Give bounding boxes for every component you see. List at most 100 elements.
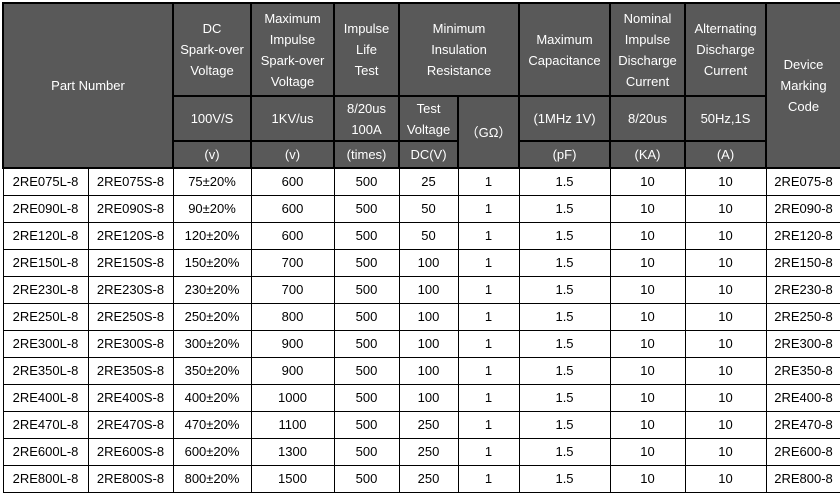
dc-sparkover-voltage-cell: 400±20% [172, 383, 252, 412]
nominal-impulse-discharge-cell: 10 [609, 437, 686, 466]
test-voltage-cell: 25 [398, 167, 459, 196]
table-row: 2RE470L-8 2RE470S-8 470±20% 1100 500 250 1 1.5 1… [2, 410, 840, 439]
dc-sparkover-voltage-cell: 350±20% [172, 356, 252, 385]
device-marking-code-cell: 2RE075-8 [765, 167, 840, 196]
part-number-l-cell: 2RE470L-8 [2, 410, 89, 439]
header-impulse-life-title: Impulse Life Test [333, 2, 401, 97]
max-impulse-sparkover-voltage-cell: 1300 [250, 437, 335, 466]
table-row: 2RE120L-8 2RE120S-8 120±20% 600 500 50 1 1.5 10 1… [2, 221, 840, 250]
insulation-resistance-cell: 1 [457, 167, 520, 196]
nominal-impulse-discharge-cell: 10 [609, 275, 686, 304]
part-number-l-cell: 2RE120L-8 [2, 221, 89, 250]
header-dc-sparkover-unit: (v) [172, 140, 253, 169]
dc-sparkover-voltage-cell: 150±20% [172, 248, 252, 277]
impulse-life-test-cell: 500 [333, 167, 400, 196]
test-voltage-cell: 100 [398, 329, 459, 358]
part-number-l-cell: 2RE350L-8 [2, 356, 89, 385]
header-resistance-unit: （GΩ） [457, 95, 521, 169]
part-number-s-cell: 2RE075S-8 [87, 167, 174, 196]
part-number-s-cell: 2RE470S-8 [87, 410, 174, 439]
header-dc-sparkover-title: DC Spark-over Voltage [172, 2, 253, 97]
header-alternating-discharge-title: Alternating Discharge Current [684, 2, 768, 97]
insulation-resistance-cell: 1 [457, 383, 520, 412]
device-marking-code-cell: 2RE470-8 [765, 410, 840, 439]
table-row: 2RE250L-8 2RE250S-8 250±20% 800 500 100 1 1.5 10… [2, 302, 840, 331]
test-voltage-cell: 50 [398, 194, 459, 223]
header-max-impulse-sparkover-unit: (v) [250, 140, 336, 169]
insulation-resistance-cell: 1 [457, 410, 520, 439]
alternating-discharge-cell: 10 [684, 167, 767, 196]
insulation-resistance-cell: 1 [457, 248, 520, 277]
table-row: 2RE350L-8 2RE350S-8 350±20% 900 500 100 1 1.5 10… [2, 356, 840, 385]
nominal-impulse-discharge-cell: 10 [609, 464, 686, 493]
max-impulse-sparkover-voltage-cell: 700 [250, 248, 335, 277]
alternating-discharge-cell: 10 [684, 464, 767, 493]
header-impulse-life-unit: (times) [333, 140, 401, 169]
table-row: 2RE090L-8 2RE090S-8 90±20% 600 500 50 1 1.5 10 10… [2, 194, 840, 223]
device-marking-code-cell: 2RE150-8 [765, 248, 840, 277]
dc-sparkover-voltage-cell: 230±20% [172, 275, 252, 304]
device-marking-code-cell: 2RE090-8 [765, 194, 840, 223]
insulation-resistance-cell: 1 [457, 275, 520, 304]
insulation-resistance-cell: 1 [457, 329, 520, 358]
alternating-discharge-cell: 10 [684, 248, 767, 277]
nominal-impulse-discharge-cell: 10 [609, 221, 686, 250]
part-number-l-cell: 2RE090L-8 [2, 194, 89, 223]
max-capacitance-cell: 1.5 [518, 437, 611, 466]
max-capacitance-cell: 1.5 [518, 356, 611, 385]
table-row: 2RE150L-8 2RE150S-8 150±20% 700 500 100 1 1.5 10… [2, 248, 840, 277]
max-impulse-sparkover-voltage-cell: 600 [250, 194, 335, 223]
part-number-s-cell: 2RE350S-8 [87, 356, 174, 385]
max-capacitance-cell: 1.5 [518, 383, 611, 412]
max-impulse-sparkover-voltage-cell: 900 [250, 329, 335, 358]
header-nominal-impulse-discharge-condition: 8/20us [609, 95, 687, 142]
header-device-marking-title: Device Marking Code [765, 2, 840, 169]
test-voltage-cell: 250 [398, 437, 459, 466]
spec-table: Part Number DC Spark-over Voltage Maximu… [1, 2, 840, 493]
table-header: Part Number DC Spark-over Voltage Maximu… [1, 2, 840, 169]
header-test-voltage-unit: DC(V) [398, 140, 460, 169]
max-capacitance-cell: 1.5 [518, 221, 611, 250]
impulse-life-test-cell: 500 [333, 248, 400, 277]
part-number-l-cell: 2RE075L-8 [2, 167, 89, 196]
part-number-l-cell: 2RE250L-8 [2, 302, 89, 331]
max-capacitance-cell: 1.5 [518, 167, 611, 196]
header-max-impulse-sparkover-condition: 1KV/us [250, 95, 336, 142]
header-max-capacitance-condition: (1MHz 1V) [518, 95, 612, 142]
dc-sparkover-voltage-cell: 300±20% [172, 329, 252, 358]
nominal-impulse-discharge-cell: 10 [609, 302, 686, 331]
part-number-l-cell: 2RE230L-8 [2, 275, 89, 304]
insulation-resistance-cell: 1 [457, 194, 520, 223]
part-number-s-cell: 2RE250S-8 [87, 302, 174, 331]
alternating-discharge-cell: 10 [684, 356, 767, 385]
part-number-l-cell: 2RE600L-8 [2, 437, 89, 466]
header-alternating-discharge-unit: (A) [684, 140, 768, 169]
max-capacitance-cell: 1.5 [518, 410, 611, 439]
header-max-capacitance-unit: (pF) [518, 140, 612, 169]
alternating-discharge-cell: 10 [684, 221, 767, 250]
part-number-s-cell: 2RE120S-8 [87, 221, 174, 250]
dc-sparkover-voltage-cell: 120±20% [172, 221, 252, 250]
max-capacitance-cell: 1.5 [518, 464, 611, 493]
device-marking-code-cell: 2RE350-8 [765, 356, 840, 385]
table-row: 2RE075L-8 2RE075S-8 75±20% 600 500 25 1 1.5 10 10… [2, 167, 840, 196]
insulation-resistance-cell: 1 [457, 302, 520, 331]
device-marking-code-cell: 2RE800-8 [765, 464, 840, 493]
impulse-life-test-cell: 500 [333, 221, 400, 250]
insulation-resistance-cell: 1 [457, 437, 520, 466]
nominal-impulse-discharge-cell: 10 [609, 410, 686, 439]
part-number-l-cell: 2RE800L-8 [2, 464, 89, 493]
nominal-impulse-discharge-cell: 10 [609, 356, 686, 385]
max-impulse-sparkover-voltage-cell: 1500 [250, 464, 335, 493]
impulse-life-test-cell: 500 [333, 410, 400, 439]
device-marking-code-cell: 2RE400-8 [765, 383, 840, 412]
header-nominal-impulse-discharge-title: Nominal Impulse Discharge Current [609, 2, 687, 97]
device-marking-code-cell: 2RE120-8 [765, 221, 840, 250]
part-number-s-cell: 2RE090S-8 [87, 194, 174, 223]
max-impulse-sparkover-voltage-cell: 700 [250, 275, 335, 304]
alternating-discharge-cell: 10 [684, 275, 767, 304]
impulse-life-test-cell: 500 [333, 383, 400, 412]
nominal-impulse-discharge-cell: 10 [609, 329, 686, 358]
table-row: 2RE400L-8 2RE400S-8 400±20% 1000 500 100 1 1.5 1… [2, 383, 840, 412]
